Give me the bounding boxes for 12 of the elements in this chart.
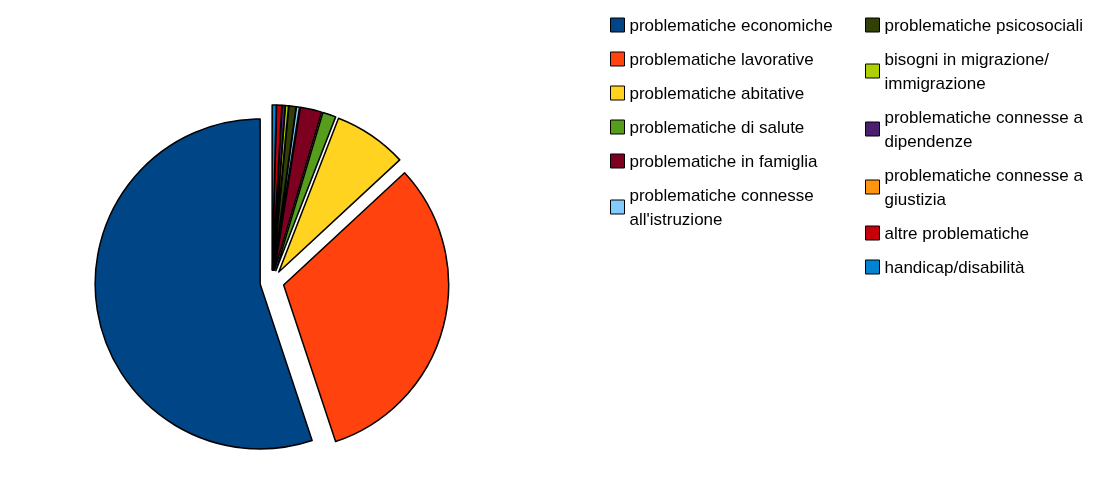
legend-label: problematiche economiche [629,15,833,35]
legend-label: problematiche di salute [629,117,805,137]
legend-label: handicap/disabilità [884,257,1025,277]
legend-label: problematiche in famiglia [629,151,819,171]
legend-label: altre problematiche [884,223,1030,243]
legend-label: problematiche connesse a dipendenze [884,107,1088,151]
legend-label: bisogni in migrazione/immigrazione [884,49,1050,93]
legend-label: problematiche lavorative [629,49,814,69]
legend-label: problematiche abitative [629,83,805,103]
legend-label: problematiche connesse a giustizia [884,165,1088,209]
legend-label: problematiche connesse all'istruzione [629,185,819,229]
legend-label: problematiche psicosociali [884,15,1083,35]
